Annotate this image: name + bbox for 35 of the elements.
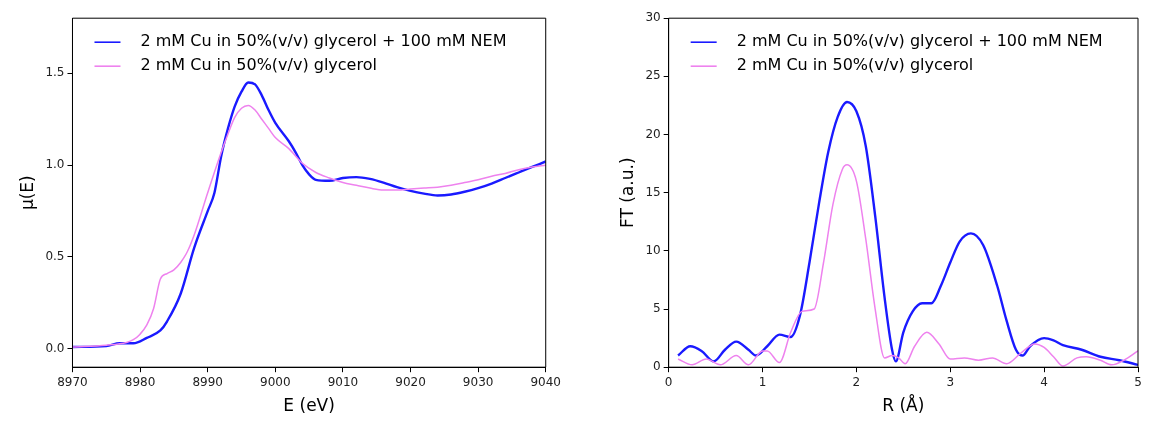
- y-tick-label: 1.0: [45, 157, 65, 172]
- y-tick-label: 20: [645, 126, 661, 141]
- x-tick-label: 8980: [124, 374, 156, 389]
- line-series: [677, 164, 1138, 367]
- y-tick-label: 30: [645, 10, 661, 25]
- y-tick-label: 1.5: [45, 65, 65, 80]
- x-tick-label: 3: [946, 374, 955, 389]
- x-tick-label: 9030: [462, 374, 494, 389]
- legend-label: 2 mM Cu in 50%(v/v) glycerol: [140, 55, 377, 75]
- y-tick-label: 25: [645, 68, 661, 83]
- x-tick-label: 9000: [260, 374, 291, 389]
- x-tick-label: 1: [758, 374, 767, 389]
- x-axis-title: R (Å): [882, 394, 925, 416]
- x-tick-label: 5: [1134, 374, 1142, 389]
- legend-label: 2 mM Cu in 50%(v/v) glycerol + 100 mM NEM: [140, 31, 507, 51]
- x-tick-label: 9040: [530, 374, 561, 389]
- x-tick-label: 9010: [327, 374, 359, 389]
- y-axis-title: FT (a.u.): [616, 157, 637, 228]
- y-tick-label: 10: [645, 242, 661, 257]
- y-tick-label: 5: [653, 301, 661, 316]
- y-axis-title: μ(E): [16, 175, 37, 211]
- x-tick-label: 4: [1040, 374, 1048, 389]
- x-tick-label: 9020: [395, 374, 426, 389]
- y-tick-label: 0: [653, 359, 661, 374]
- x-tick-label: 8970: [57, 374, 88, 389]
- y-tick-label: 0.5: [45, 249, 65, 264]
- legend-label: 2 mM Cu in 50%(v/v) glycerol + 100 mM NEM: [736, 31, 1103, 51]
- line-series: [676, 100, 1138, 367]
- x-tick-label: 0: [664, 374, 673, 389]
- x-tick-label: 8990: [192, 374, 223, 389]
- x-tick-label: 2: [852, 374, 861, 389]
- legend-label: 2 mM Cu in 50%(v/v) glycerol: [736, 55, 974, 75]
- y-tick-label: 0.0: [45, 340, 65, 355]
- x-axis-title: E (eV): [283, 395, 335, 416]
- y-tick-label: 15: [645, 184, 661, 199]
